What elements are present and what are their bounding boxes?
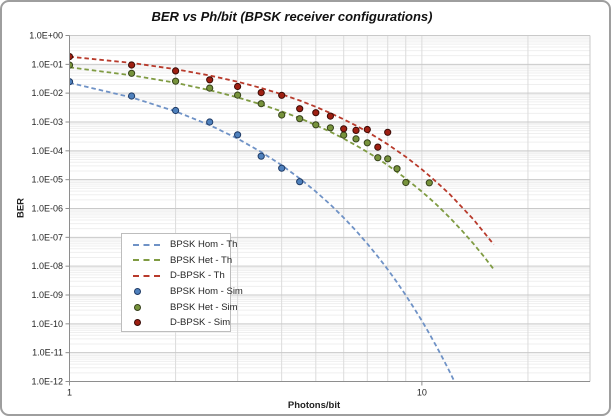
data-point	[363, 139, 371, 147]
data-point	[425, 179, 433, 187]
data-point	[257, 100, 265, 108]
data-point	[374, 154, 382, 162]
data-point	[172, 67, 180, 75]
legend-label: D-BPSK - Sim	[170, 317, 231, 329]
y-axis-title: BER	[15, 197, 27, 219]
x-tick-label: 1	[67, 388, 72, 398]
dashed-line-swatch-icon	[133, 271, 164, 281]
legend: BPSK Hom - Th BPSK Het - Th D-BPSK - Th …	[121, 233, 243, 332]
data-point	[296, 178, 304, 186]
y-tick-label: 1.0E-10	[31, 319, 63, 329]
data-point	[234, 82, 242, 91]
data-point	[352, 135, 360, 143]
legend-label: BPSK Het - Th	[170, 254, 233, 266]
data-point	[172, 106, 180, 115]
data-point	[128, 69, 136, 77]
y-tick-label: 1.0E-11	[32, 348, 63, 358]
x-tick-label: 10	[417, 388, 427, 398]
data-point	[234, 131, 242, 139]
data-point	[278, 91, 286, 99]
chart-title: BER vs Ph/bit (BPSK receiver configurati…	[151, 9, 433, 24]
y-tick-label: 1.0E-03	[31, 117, 63, 127]
data-point	[278, 111, 286, 119]
y-tick-label: 1.0E-01	[31, 59, 63, 69]
data-point	[402, 178, 410, 187]
theory-curve-d-bpsk-th	[69, 55, 495, 246]
data-point	[340, 131, 348, 139]
y-axis-ticks-and-labels: 1.0E+00 1.0E-01 1.0E-02 1.0E-03 1.0E-04 1.0E-…	[29, 31, 70, 387]
data-point	[278, 164, 286, 172]
y-tick-label: 1.0E-06	[31, 204, 63, 214]
data-point	[384, 128, 392, 136]
data-point	[257, 89, 265, 97]
legend-item-dbpsk-th: D-BPSK - Th	[133, 268, 230, 284]
data-point	[128, 92, 136, 100]
sim-points-bpsk-hom-sim	[69, 78, 304, 186]
legend-item-bpsk-het-sim: BPSK Het - Sim	[133, 299, 238, 315]
data-point	[374, 143, 382, 151]
y-tick-label: 1.0E-08	[31, 261, 63, 271]
legend-item-bpsk-hom-sim: BPSK Hom - Sim	[133, 284, 243, 300]
data-point	[352, 126, 360, 134]
legend-label: BPSK Hom - Th	[170, 239, 238, 251]
theory-curve-bpsk-hom-th	[69, 81, 456, 382]
data-point	[393, 165, 401, 173]
data-point	[312, 109, 320, 117]
x-axis-title: Photons/bit	[287, 400, 341, 411]
legend-item-bpsk-hom-th: BPSK Hom - Th	[133, 237, 237, 253]
marker-swatch-icon	[133, 318, 164, 328]
legend-label: BPSK Het - Sim	[170, 301, 238, 313]
dashed-line-swatch-icon	[133, 255, 164, 265]
y-tick-label: 1.0E+00	[29, 31, 63, 41]
legend-item-bpsk-het-th: BPSK Het - Th	[133, 253, 233, 269]
data-series	[69, 53, 495, 382]
legend-label: D-BPSK - Th	[170, 270, 225, 282]
data-point	[340, 125, 348, 133]
data-point	[363, 125, 371, 134]
theory-curve-bpsk-het-th	[69, 66, 495, 270]
y-tick-label: 1.0E-02	[31, 88, 63, 98]
data-point	[257, 152, 265, 160]
y-tick-label: 1.0E-05	[31, 175, 63, 185]
legend-label: BPSK Hom - Sim	[170, 286, 243, 298]
data-point	[312, 121, 320, 129]
sim-points-bpsk-het-sim	[69, 61, 433, 187]
data-point	[326, 124, 334, 132]
x-axis-ticks-and-labels: 1 10	[67, 381, 427, 398]
data-point	[206, 84, 214, 92]
data-point	[206, 118, 214, 126]
data-point	[296, 115, 304, 123]
y-tick-label: 1.0E-07	[31, 232, 63, 242]
data-point	[172, 77, 180, 85]
dashed-line-swatch-icon	[133, 240, 164, 250]
y-tick-label: 1.0E-09	[31, 290, 63, 300]
y-tick-label: 1.0E-04	[31, 146, 63, 156]
marker-swatch-icon	[133, 302, 164, 312]
data-point	[206, 76, 214, 84]
legend-item-dbpsk-sim: D-BPSK - Sim	[133, 315, 230, 331]
data-point	[296, 105, 304, 113]
data-point	[384, 155, 392, 163]
marker-swatch-icon	[133, 287, 164, 297]
y-tick-label: 1.0E-12	[31, 377, 63, 387]
data-point	[326, 112, 334, 120]
data-point	[128, 61, 136, 69]
data-point	[234, 91, 242, 99]
